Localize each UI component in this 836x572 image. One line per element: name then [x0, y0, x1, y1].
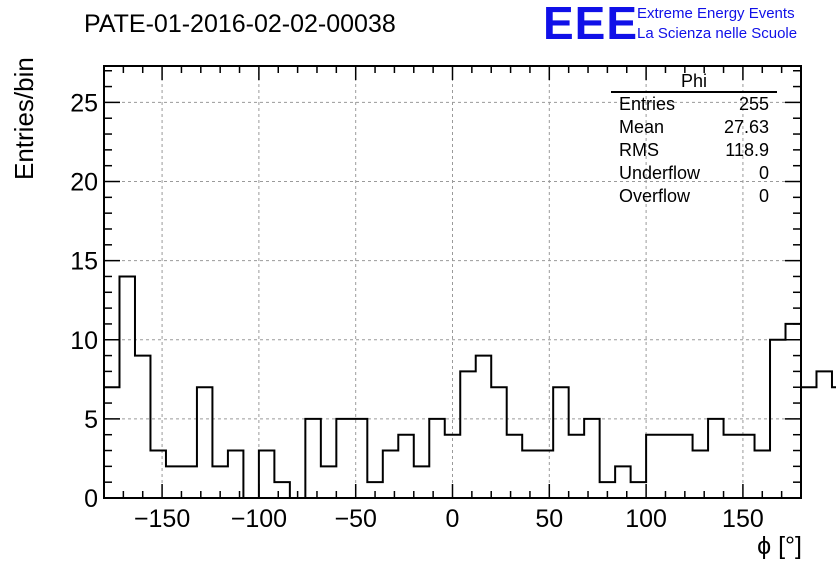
- histogram-bar: [476, 356, 491, 498]
- histogram-bar: [708, 419, 723, 498]
- histogram-bar: [755, 451, 770, 498]
- histogram-bar: [538, 451, 553, 498]
- histogram-bar: [739, 435, 754, 498]
- y-tick-label: 10: [70, 327, 98, 355]
- histogram-bar: [522, 451, 537, 498]
- y-tick-label: 25: [70, 89, 98, 117]
- histogram-bar: [615, 466, 630, 498]
- stats-value: 255: [738, 94, 769, 114]
- histogram-bar: [414, 466, 429, 498]
- stats-title: Phi: [611, 72, 777, 93]
- y-tick-label: 20: [70, 169, 98, 197]
- y-tick-label: 0: [84, 485, 98, 513]
- histogram-bar: [274, 482, 289, 498]
- histogram-bar: [724, 435, 739, 498]
- histogram-bar: [150, 451, 165, 498]
- histogram-bar: [429, 419, 444, 498]
- stats-label: Overflow: [619, 186, 691, 206]
- logo-line-1: Extreme Energy Events: [637, 5, 795, 22]
- x-axis-label: ϕ [°]: [757, 532, 802, 560]
- x-tick-label: −150: [134, 505, 190, 533]
- axis-ticks: [103, 66, 802, 499]
- stats-row-mean: Mean 27.63: [611, 116, 777, 139]
- x-tick-label: 150: [722, 505, 764, 533]
- stats-label: RMS: [619, 140, 659, 160]
- histogram-bar: [801, 387, 816, 498]
- histogram-bar: [135, 356, 150, 498]
- eee-logo: EEE: [543, 0, 639, 49]
- stats-row-rms: RMS 118.9: [611, 139, 777, 162]
- x-tick-label: −100: [231, 505, 287, 533]
- histogram-outline: [103, 275, 836, 499]
- histogram-bar: [166, 466, 181, 498]
- histogram-bar: [460, 371, 475, 498]
- histogram-bar: [491, 387, 506, 498]
- histogram-bar: [584, 419, 599, 498]
- histogram-bar: [321, 466, 336, 498]
- logo-line-2: La Scienza nelle Scuole: [637, 25, 798, 42]
- x-tick-label: 100: [625, 505, 667, 533]
- y-tick-label: 15: [70, 248, 98, 276]
- histogram-bar: [259, 451, 274, 498]
- histogram-bar: [786, 324, 801, 498]
- histogram-bar: [553, 387, 568, 498]
- histogram-bar: [181, 466, 196, 498]
- stats-box: Phi Entries 255 Mean 27.63 RMS 118.9 Und…: [611, 72, 777, 208]
- histogram-bar: [662, 435, 677, 498]
- stats-label: Underflow: [619, 163, 701, 183]
- histogram-bar: [336, 419, 351, 498]
- stats-row-underflow: Underflow 0: [611, 162, 777, 185]
- histogram-bar: [197, 387, 212, 498]
- histogram-bar: [677, 435, 692, 498]
- stats-value: 0: [758, 186, 769, 206]
- chart-title: PATE-01-2016-02-02-00038: [84, 10, 396, 38]
- x-tick-label: 50: [535, 505, 563, 533]
- stats-value: 0: [758, 163, 769, 183]
- stats-label: Entries: [619, 94, 676, 114]
- histogram-bar: [507, 435, 522, 498]
- histogram-bar: [569, 435, 584, 498]
- histogram-bar: [398, 435, 413, 498]
- histogram-bar: [693, 451, 708, 498]
- histogram-bar: [383, 451, 398, 498]
- histogram-bar: [305, 419, 320, 498]
- y-axis-label: Entries/bin: [9, 57, 39, 180]
- stats-row-entries: Entries 255: [611, 93, 777, 116]
- histogram-bar: [646, 435, 661, 498]
- stats-label: Mean: [619, 117, 665, 137]
- histogram-bar: [832, 387, 836, 498]
- histogram-bar: [816, 371, 831, 498]
- histogram-bar: [119, 276, 134, 498]
- histogram-bar: [228, 451, 243, 498]
- stats-row-overflow: Overflow 0: [611, 185, 777, 208]
- histogram-bars: [103, 275, 836, 499]
- grid-lines: [104, 66, 801, 498]
- histogram-bar: [352, 419, 367, 498]
- stats-value: 118.9: [725, 140, 769, 160]
- stats-value: 27.63: [723, 117, 769, 137]
- histogram-bar: [631, 482, 646, 498]
- y-tick-label: 5: [84, 406, 98, 434]
- tick-labels: −150 −100 −50 0 50 100 150 0 5 10 15 20 25: [70, 89, 764, 533]
- histogram-bar: [104, 387, 119, 498]
- x-tick-label: −50: [334, 505, 376, 533]
- x-tick-label: 0: [446, 505, 460, 533]
